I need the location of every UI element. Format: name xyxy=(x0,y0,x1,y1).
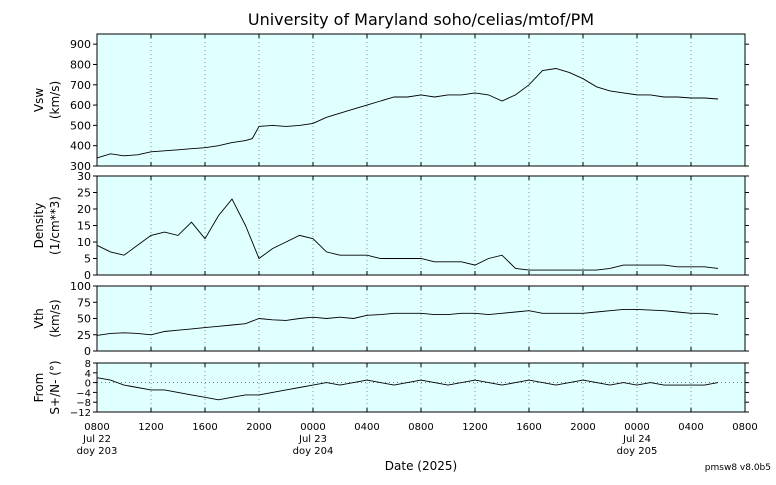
y-tick-label: 0 xyxy=(84,345,91,358)
x-tick-label: 2000 xyxy=(570,422,595,433)
y-tick-label: 5 xyxy=(84,253,91,266)
y-axis-label: Vth xyxy=(32,308,46,329)
y-tick-label: 700 xyxy=(70,79,91,92)
x-tick-label: 0000 xyxy=(300,422,325,433)
x-tick-label: 0400 xyxy=(678,422,703,433)
y-tick-label: 0 xyxy=(85,379,91,390)
y-tick-label: 30 xyxy=(77,170,91,183)
y-tick-label: 8 xyxy=(85,359,91,370)
y-tick-label: 15 xyxy=(77,220,91,233)
y-tick-label: −4 xyxy=(76,388,91,399)
y-tick-label: −8 xyxy=(76,398,91,409)
x-tick-label: 0400 xyxy=(354,422,379,433)
version-label: pmsw8 v8.0b5 xyxy=(705,463,771,473)
x-tick-label: 1200 xyxy=(138,422,163,433)
x-tick-label: 2000 xyxy=(246,422,271,433)
x-tick-label: 0000 xyxy=(624,422,649,433)
x-tick-doy-label: doy 205 xyxy=(617,446,658,457)
y-tick-label: 4 xyxy=(85,369,91,380)
x-tick-label: 1600 xyxy=(192,422,217,433)
x-tick-date-label: Jul 23 xyxy=(298,434,327,445)
panel-1: 300 400 500 600 700 800 900 Vsw (km/s) xyxy=(32,33,749,173)
x-tick-doy-label: doy 203 xyxy=(77,446,118,457)
y-axis-label: Vsw xyxy=(32,88,46,112)
y-tick-label: 25 xyxy=(77,187,91,200)
y-tick-label: 25 xyxy=(77,329,91,342)
y-tick-label: 900 xyxy=(70,38,91,51)
y-axis-unit-label: (km/s) xyxy=(48,81,62,119)
y-axis-unit-label: S+/N- (°) xyxy=(48,360,62,414)
x-tick-label: 0800 xyxy=(732,422,757,433)
x-tick-label: 1600 xyxy=(516,422,541,433)
x-tick-label: 1200 xyxy=(462,422,487,433)
y-tick-label: 400 xyxy=(70,140,91,153)
y-axis-unit-label: (km/s) xyxy=(48,299,62,337)
y-tick-label: 20 xyxy=(77,203,91,216)
y-tick-label: 300 xyxy=(70,160,91,173)
x-tick-date-label: Jul 24 xyxy=(622,434,651,445)
y-tick-label: −12 xyxy=(70,408,91,419)
y-tick-label: 75 xyxy=(77,296,91,309)
panel-background xyxy=(97,34,745,166)
y-axis-unit-label: (1/cm**3) xyxy=(48,196,62,255)
y-tick-label: 0 xyxy=(84,269,91,282)
series-line xyxy=(96,68,719,159)
series-line xyxy=(96,198,719,271)
x-tick-label: 0800 xyxy=(408,422,433,433)
y-tick-label: 600 xyxy=(70,99,91,112)
y-tick-label: 100 xyxy=(70,280,91,293)
y-axis-label: Density xyxy=(32,203,46,249)
panel-2: 0 5 10 15 20 25 30 Density (1/cm**3) xyxy=(32,170,749,282)
panel-3: 0 25 50 75 100 Vth (km/s) xyxy=(32,280,749,358)
y-axis-label: From xyxy=(32,373,46,403)
x-tick-date-label: Jul 22 xyxy=(82,434,111,445)
x-axis-label: Date (2025) xyxy=(385,459,457,473)
y-tick-label: 10 xyxy=(77,236,91,249)
y-tick-label: 50 xyxy=(77,313,91,326)
series-line xyxy=(96,377,719,401)
x-tick-doy-label: doy 204 xyxy=(293,446,334,457)
chart-title: University of Maryland soho/celias/mtof/… xyxy=(248,10,594,29)
x-tick-label: 0800 xyxy=(84,422,109,433)
y-tick-label: 800 xyxy=(70,58,91,71)
series-line xyxy=(96,308,719,336)
y-tick-label: 500 xyxy=(70,119,91,132)
